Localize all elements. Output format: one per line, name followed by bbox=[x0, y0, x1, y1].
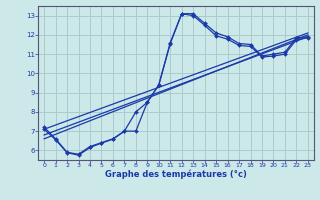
X-axis label: Graphe des températures (°c): Graphe des températures (°c) bbox=[105, 170, 247, 179]
